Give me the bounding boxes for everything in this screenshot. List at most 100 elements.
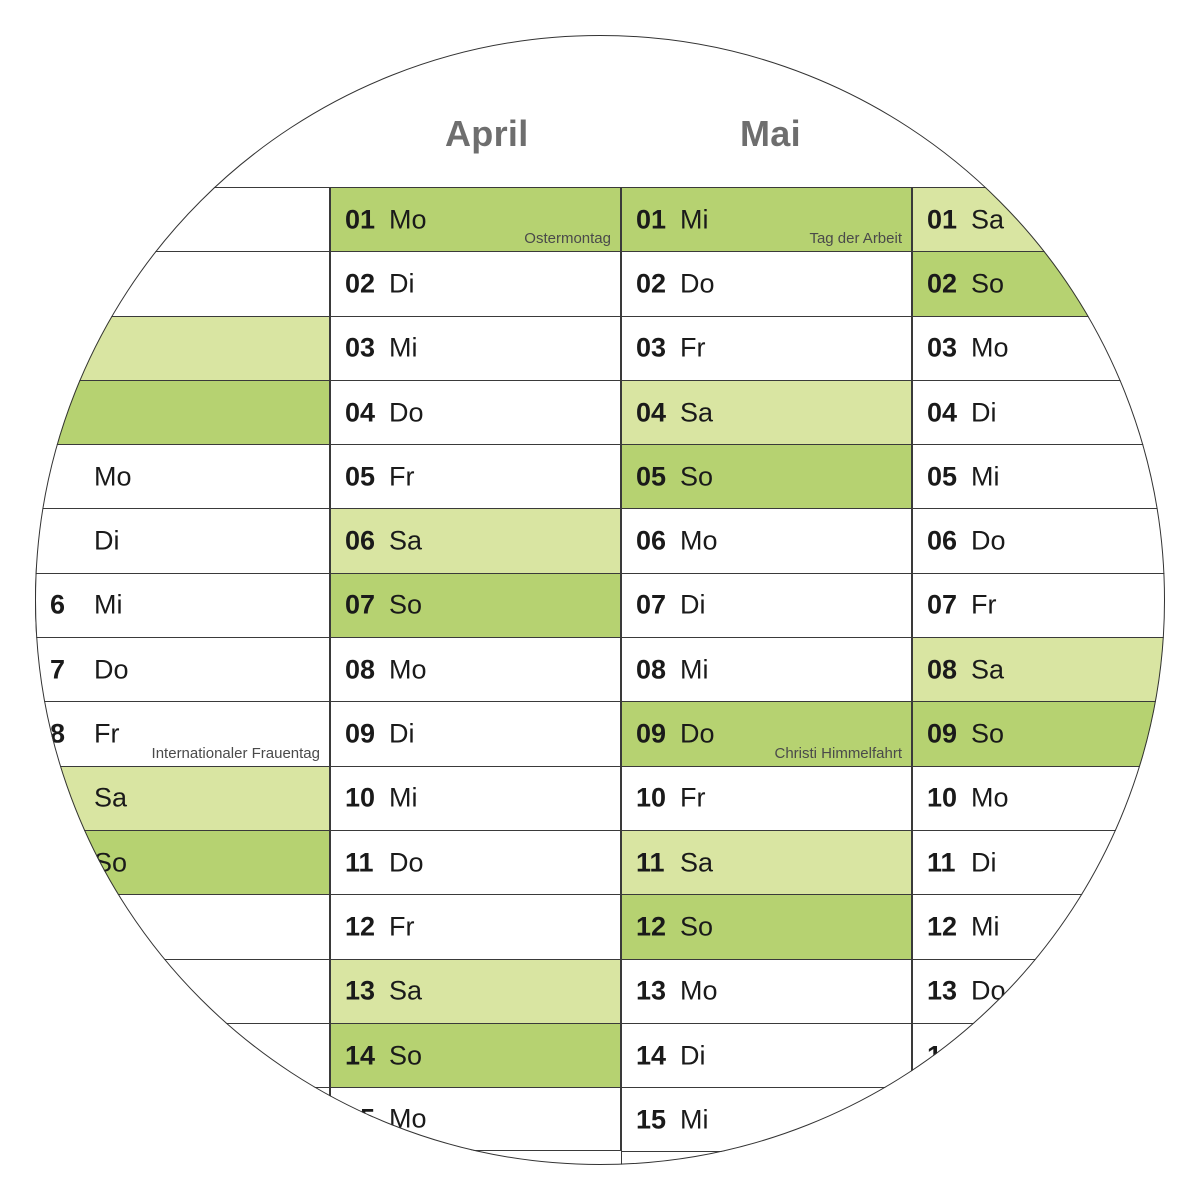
- day-row[interactable]: 08 Mo: [330, 637, 621, 702]
- holiday-note: Christi Himmelfahrt: [774, 744, 902, 762]
- day-row[interactable]: 06 Sa: [330, 508, 621, 573]
- day-number: 09: [927, 718, 958, 749]
- day-row[interactable]: 14 Di: [621, 1022, 912, 1088]
- day-row[interactable]: [35, 1087, 330, 1152]
- day-row[interactable]: [35, 1151, 330, 1165]
- day-row[interactable]: 04 Do: [330, 379, 621, 445]
- day-row[interactable]: 03 Mi: [330, 315, 621, 380]
- day-row[interactable]: 15 Mo: [330, 1087, 621, 1152]
- day-row[interactable]: Mo: [35, 894, 330, 959]
- day-row[interactable]: 02 Do: [621, 251, 912, 316]
- day-row[interactable]: 02 So: [912, 251, 1165, 316]
- day-row[interactable]: 01 Mo Ostermontag: [330, 187, 621, 252]
- day-number: 05: [345, 461, 376, 492]
- day-row[interactable]: 13 Sa: [330, 958, 621, 1023]
- day-row[interactable]: 01 Sa: [912, 187, 1165, 252]
- day-row[interactable]: 01 Mi Tag der Arbeit: [621, 187, 912, 252]
- day-row[interactable]: 16Do: [621, 1151, 912, 1165]
- day-row[interactable]: 12 So: [621, 894, 912, 959]
- day-row[interactable]: 04 Di: [912, 379, 1165, 445]
- day-row[interactable]: 07 So: [330, 572, 621, 638]
- day-row[interactable]: 10 Mo: [912, 765, 1165, 830]
- day-row[interactable]: 10 Mi: [330, 765, 621, 830]
- day-weekday: Fr: [971, 1040, 997, 1070]
- day-row[interactable]: 04 Sa: [621, 379, 912, 445]
- day-row[interactable]: [35, 379, 330, 445]
- holiday-note: Tag der Arbeit: [809, 230, 902, 248]
- day-row[interactable]: 02 Di: [330, 251, 621, 316]
- day-number: 01: [345, 204, 376, 235]
- day-row[interactable]: So: [35, 829, 330, 895]
- day-row[interactable]: 11 Do: [330, 829, 621, 895]
- day-row[interactable]: 6 Mi: [35, 572, 330, 638]
- day-row[interactable]: 06 Mo: [621, 508, 912, 573]
- day-row[interactable]: 07 Di: [621, 572, 912, 638]
- day-row[interactable]: 06 Do: [912, 508, 1165, 573]
- day-row[interactable]: [35, 315, 330, 380]
- day-row[interactable]: 11 Sa: [621, 829, 912, 895]
- day-row[interactable]: 03 Fr: [621, 315, 912, 380]
- day-row[interactable]: 12 Mi: [912, 894, 1165, 959]
- day-weekday: Mi: [389, 782, 418, 813]
- day-number: 06: [636, 525, 667, 556]
- day-weekday: Mo: [680, 975, 718, 1006]
- day-row[interactable]: 10 Fr: [621, 765, 912, 830]
- day-row[interactable]: 07 Fr: [912, 572, 1165, 638]
- calendar-disc: April Mai 10 11 Mo Di 6 Mi 7 Do 8 Fr International…: [35, 35, 1165, 1165]
- day-row[interactable]: [35, 1022, 330, 1088]
- day-number: 08: [345, 654, 376, 685]
- day-number: 10: [927, 782, 958, 813]
- day-row[interactable]: 03 Mo: [912, 315, 1165, 380]
- day-number: 08: [636, 654, 667, 685]
- day-number: 04: [927, 397, 958, 428]
- month-column-juni: 2301Sa02So03Mo04Di05Mi06Do07Fr08Sa09So10…: [912, 187, 1165, 1152]
- day-weekday: Sa: [389, 975, 423, 1006]
- day-weekday: So: [971, 268, 1005, 299]
- day-weekday: Fr: [389, 461, 415, 492]
- day-row[interactable]: 13 Do: [912, 958, 1165, 1023]
- day-row[interactable]: 14 Fr: [912, 1022, 1165, 1088]
- day-number: 13: [345, 975, 376, 1006]
- day-weekday: Di: [971, 847, 997, 878]
- day-row[interactable]: 1: [912, 1087, 1165, 1152]
- day-number: 14: [636, 1040, 667, 1070]
- day-row[interactable]: 09 So: [912, 701, 1165, 766]
- day-row[interactable]: 9 Sa: [35, 765, 330, 830]
- day-row[interactable]: Di: [35, 508, 330, 573]
- day-weekday: Mo: [389, 1103, 427, 1134]
- day-number: 06: [345, 525, 376, 556]
- day-row[interactable]: 14 So: [330, 1022, 621, 1088]
- day-row[interactable]: 7 Do: [35, 637, 330, 702]
- day-row[interactable]: Mo: [35, 444, 330, 509]
- day-number: 06: [927, 525, 958, 556]
- day-weekday: So: [680, 461, 714, 492]
- day-row[interactable]: [35, 958, 330, 1023]
- day-number: 01: [636, 204, 667, 235]
- day-weekday: Do: [971, 525, 1006, 556]
- day-row[interactable]: [35, 251, 330, 316]
- holiday-note: Ostermontag: [524, 230, 611, 248]
- day-row[interactable]: 11 Di: [912, 829, 1165, 895]
- day-row[interactable]: 13 Mo: [621, 958, 912, 1023]
- day-weekday: Mi: [680, 204, 709, 235]
- day-number: 07: [927, 589, 958, 620]
- day-row[interactable]: 09 Di: [330, 701, 621, 766]
- day-number: 13: [927, 975, 958, 1006]
- day-row[interactable]: 08 Mi: [621, 637, 912, 702]
- day-row[interactable]: 05 Mi: [912, 444, 1165, 509]
- day-row[interactable]: 05 Fr: [330, 444, 621, 509]
- day-number: 02: [345, 268, 376, 299]
- day-row[interactable]: 8 Fr Internationaler Frauentag: [35, 701, 330, 766]
- month-column-april: 141501MoOstermontag02Di03Mi04Do05Fr06Sa0…: [330, 187, 621, 1152]
- day-weekday: Di: [680, 589, 706, 620]
- day-number: 07: [345, 589, 376, 620]
- day-row[interactable]: 15 Mi: [621, 1087, 912, 1152]
- day-number: 03: [345, 332, 376, 363]
- day-weekday: Di: [680, 1040, 706, 1070]
- day-row[interactable]: 08 Sa: [912, 637, 1165, 702]
- day-row[interactable]: 12 Fr: [330, 894, 621, 959]
- day-row[interactable]: 09 Do Christi Himmelfahrt: [621, 701, 912, 766]
- day-row[interactable]: [35, 187, 330, 252]
- day-row[interactable]: 05 So: [621, 444, 912, 509]
